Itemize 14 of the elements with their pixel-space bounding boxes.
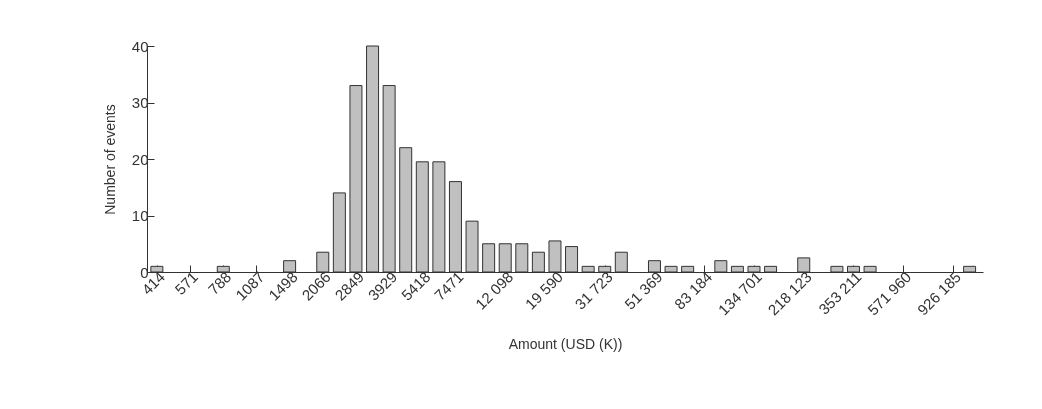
x-tick-label: 353 211 xyxy=(815,268,865,318)
x-axis-title: Amount (USD (K)) xyxy=(508,336,623,353)
x-tick-label: 51 369 xyxy=(621,268,666,313)
x-tick-label: 31 723 xyxy=(571,268,616,313)
x-tick-label: 134 701 xyxy=(714,268,766,319)
x-tick-label: 83 184 xyxy=(670,268,716,313)
x-tick-label: 218 123 xyxy=(764,268,815,319)
x-tick-label: 19 590 xyxy=(521,268,567,313)
x-tick-label: 788 xyxy=(204,268,235,298)
x-tick-label: 571 960 xyxy=(863,268,915,319)
x-tick-label: 12 098 xyxy=(471,268,517,313)
x-tick-label: 926 185 xyxy=(913,268,965,319)
y-axis-title: Number of events xyxy=(101,104,118,215)
x-tick-label: 571 xyxy=(171,268,202,298)
